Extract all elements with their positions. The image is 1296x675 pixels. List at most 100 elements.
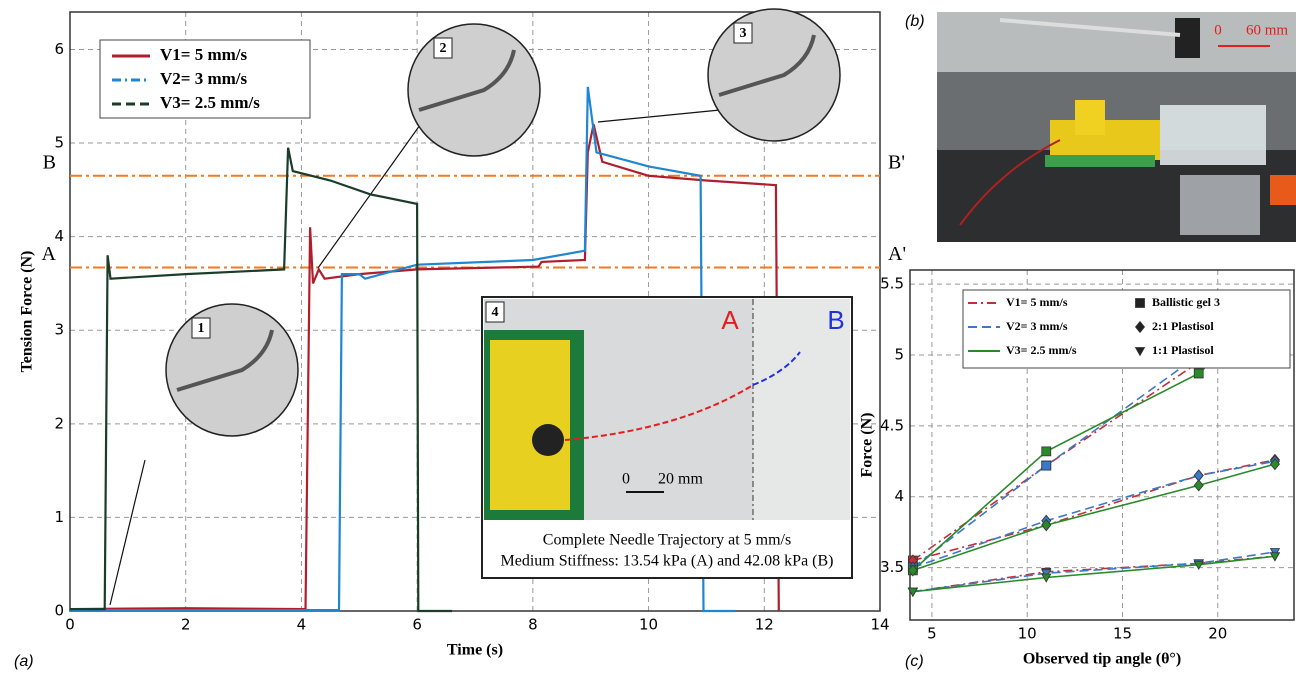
- data-point: [1041, 573, 1052, 583]
- data-point: [1193, 368, 1204, 379]
- data-point: [907, 587, 919, 597]
- trajectory-b: [752, 351, 801, 386]
- callout-image: [407, 23, 541, 157]
- legend-label: Ballistic gel 3: [1152, 295, 1220, 309]
- scale-label: 60 mm: [1246, 22, 1288, 38]
- x-tick-label: 12: [755, 616, 774, 634]
- legend-marker: [1134, 347, 1146, 357]
- data-point: [1269, 457, 1280, 471]
- data-point: [1193, 479, 1204, 492]
- callout-pointer: [109, 459, 146, 606]
- panel-label: (a): [14, 653, 34, 670]
- needle-image: [418, 49, 516, 112]
- x-axis-label: Time (s): [447, 642, 503, 659]
- series-line: [912, 555, 1275, 593]
- y-tick-label: 5.5: [880, 275, 904, 293]
- inset-caption: Complete Needle Trajectory at 5 mm/s: [543, 532, 791, 549]
- legend-label: 1:1 Plastisol: [1152, 343, 1214, 357]
- inset-number-box: [485, 301, 505, 323]
- y-axis-label: Force (N): [859, 413, 876, 478]
- y-tick-label: 5: [54, 134, 64, 152]
- y-tick-label: 1: [54, 508, 64, 526]
- y-tick-label: 6: [54, 40, 64, 58]
- callout-pointer: [317, 124, 421, 269]
- inset-holder-yellow: [490, 340, 570, 510]
- legend-marker: [1134, 320, 1146, 334]
- panel-label: (b): [905, 13, 925, 30]
- x-tick-label: 10: [639, 616, 658, 634]
- y-tick-label: 2: [54, 414, 64, 432]
- x-tick-label: 5: [927, 625, 937, 643]
- callout-image: [707, 8, 841, 142]
- region-label: B: [827, 305, 844, 335]
- data-point: [1269, 552, 1281, 562]
- legend-label: 2:1 Plastisol: [1152, 319, 1214, 333]
- x-tick-label: 6: [412, 616, 422, 634]
- region-label: A: [721, 305, 739, 335]
- reference-label: B': [888, 151, 905, 173]
- x-tick-label: 10: [1018, 625, 1037, 643]
- inset-number: 4: [492, 305, 499, 320]
- y-tick-label: 3.5: [880, 558, 904, 576]
- x-axis-label: Observed tip angle (θ°): [1023, 651, 1181, 668]
- scale-label: 0: [1214, 22, 1222, 38]
- callout-box: [191, 317, 211, 339]
- data-point: [1041, 460, 1052, 471]
- y-tick-label: 0: [54, 602, 64, 620]
- data-point: [907, 564, 918, 577]
- callout-box: [733, 22, 753, 44]
- callout-pointer: [597, 109, 721, 123]
- data-point: [1041, 446, 1052, 457]
- legend-label: V3= 2.5 mm/s: [160, 93, 260, 112]
- legend-label: V2= 3 mm/s: [1006, 319, 1068, 333]
- x-tick-label: 0: [65, 616, 75, 634]
- reference-label: B: [43, 151, 56, 173]
- x-tick-label: 15: [1113, 625, 1132, 643]
- x-tick-label: 14: [870, 616, 889, 634]
- reference-label: A': [888, 243, 906, 265]
- series-line: [912, 551, 1276, 593]
- legend-box: [962, 289, 1291, 369]
- data-point: [1041, 518, 1052, 532]
- y-axis-label: Tension Force (N): [19, 251, 36, 373]
- inset-caption: Medium Stiffness: 13.54 kPa (A) and 42.0…: [500, 553, 833, 570]
- callout-number: 2: [440, 41, 447, 56]
- inset-photo-b: [753, 299, 850, 520]
- legend-marker: [1135, 298, 1145, 308]
- series-line: [69, 124, 780, 612]
- y-tick-label: 4: [894, 487, 904, 505]
- callout-image: [165, 303, 299, 437]
- y-tick-label: 3: [54, 321, 64, 339]
- plot-frame: [69, 11, 881, 612]
- legend-label: V1= 5 mm/s: [1006, 295, 1068, 309]
- callout-number: 1: [198, 321, 205, 336]
- inset-nozzle: [532, 424, 564, 456]
- trajectory-a: [564, 384, 754, 441]
- callout-number: 3: [740, 26, 747, 41]
- plot-frame: [909, 269, 1295, 621]
- y-tick-label: 4: [54, 227, 64, 245]
- panel-label: (c): [905, 653, 924, 670]
- series-line: [70, 147, 452, 613]
- x-tick-label: 4: [297, 616, 307, 634]
- inset-scale-label: 20 mm: [658, 471, 703, 488]
- data-point: [1193, 560, 1204, 571]
- series-line: [912, 463, 1276, 572]
- legend-label: V1= 5 mm/s: [160, 45, 248, 64]
- legend-label: V2= 3 mm/s: [160, 69, 248, 88]
- y-tick-label: 4.5: [880, 416, 904, 434]
- needle-image: [718, 34, 816, 97]
- series-line: [912, 460, 1276, 569]
- needle-image: [176, 329, 274, 392]
- x-tick-label: 2: [181, 616, 191, 634]
- x-tick-label: 20: [1208, 625, 1227, 643]
- reference-label: A: [42, 243, 57, 265]
- series-line: [70, 86, 736, 613]
- setup-photo: 0 60 mm: [937, 12, 1296, 242]
- y-tick-label: 5: [894, 346, 904, 364]
- callout-box: [433, 37, 453, 59]
- legend-label: V3= 2.5 mm/s: [1006, 343, 1077, 357]
- x-tick-label: 8: [528, 616, 538, 634]
- inset-scale-label: 0: [622, 471, 630, 488]
